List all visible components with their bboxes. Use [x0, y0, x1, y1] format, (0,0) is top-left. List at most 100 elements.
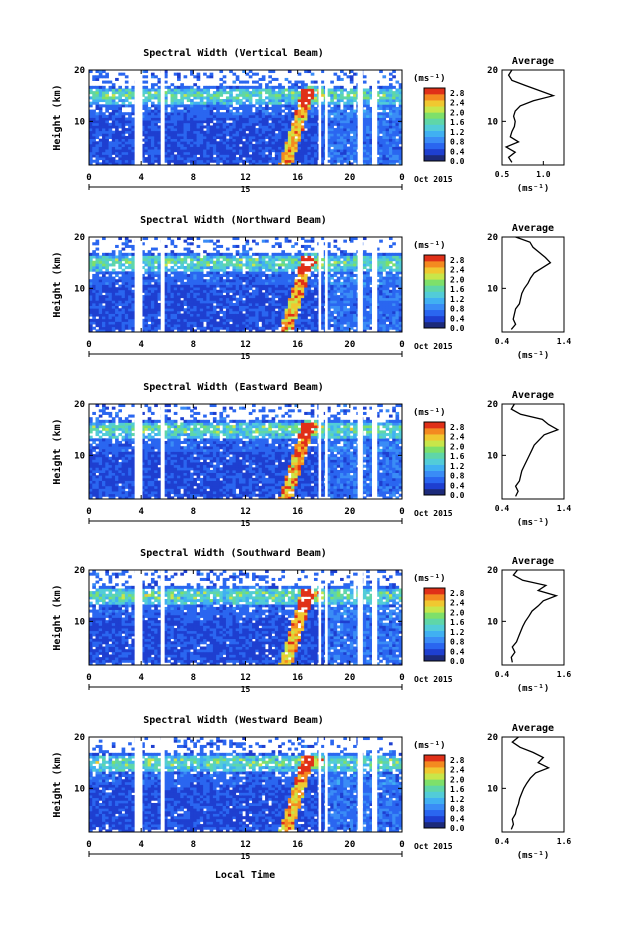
heatmap-cell	[346, 101, 351, 105]
heatmap-cell	[294, 266, 299, 270]
heatmap-cell	[297, 308, 302, 312]
heatmap-cell	[255, 80, 259, 84]
heatmap-cell	[294, 99, 299, 103]
heatmap-cell	[212, 138, 217, 142]
heatmap-cell	[320, 114, 325, 118]
heatmap-cell	[265, 252, 269, 256]
heatmap-cell	[95, 125, 100, 129]
heatmap-cell	[245, 88, 250, 92]
heatmap-cell	[379, 70, 383, 74]
heatmap-cell	[199, 157, 204, 161]
heatmap-cell	[274, 318, 279, 322]
heatmap-cell	[98, 149, 103, 153]
heatmap-cell	[245, 324, 250, 328]
heatmap-cell	[92, 281, 96, 285]
heatmap-cell	[258, 125, 263, 129]
heatmap-cell	[203, 101, 207, 105]
heatmap-cell	[271, 125, 276, 129]
heatmap-cell	[330, 258, 334, 262]
heatmap-cell	[212, 99, 217, 103]
heatmap-cell	[327, 326, 331, 330]
heatmap-cell	[258, 289, 263, 293]
heatmap-cell	[297, 122, 302, 126]
heatmap-cell	[333, 135, 338, 140]
heatmap-cell	[115, 273, 119, 277]
heatmap-cell	[252, 151, 256, 155]
heatmap-cell	[173, 106, 178, 110]
heatmap-cell	[177, 308, 181, 312]
heatmap-cell	[206, 255, 211, 259]
heatmap-cell	[248, 101, 253, 105]
heatmap-cell	[131, 120, 136, 124]
heatmap-cell	[245, 316, 250, 320]
heatmap-cell	[284, 143, 289, 147]
heatmap-cell	[392, 93, 396, 97]
heatmap-cell	[271, 106, 276, 110]
heatmap-cell	[167, 114, 171, 118]
heatmap-cell	[229, 308, 233, 312]
heatmap-cell	[131, 260, 136, 264]
heatmap-cell	[248, 141, 253, 145]
heatmap-cell	[131, 252, 136, 256]
heatmap-cell	[105, 80, 109, 84]
heatmap-cell	[281, 308, 286, 312]
heatmap-cell	[379, 96, 383, 100]
heatmap-cell	[287, 99, 292, 103]
heatmap-cell	[144, 310, 149, 314]
heatmap-cell	[92, 130, 96, 134]
heatmap-cell	[163, 141, 168, 145]
heatmap-cell	[232, 120, 237, 124]
heatmap-cell	[297, 266, 302, 270]
heatmap-cell	[232, 154, 237, 158]
heatmap-cell	[216, 122, 220, 126]
heatmap-cell	[163, 122, 168, 126]
heatmap-cell	[196, 237, 201, 241]
heatmap-cell	[287, 239, 292, 243]
heatmap-cell	[258, 112, 263, 116]
heatmap-cell	[274, 93, 279, 97]
heatmap-cell	[265, 162, 269, 166]
heatmap-cell	[193, 295, 197, 299]
heatmap-cell	[170, 151, 175, 155]
heatmap-cell	[238, 258, 243, 262]
heatmap-cell	[173, 295, 178, 299]
heatmap-cell	[235, 292, 240, 296]
heatmap-cell	[255, 284, 259, 288]
heatmap-cell	[336, 138, 341, 142]
heatmap-cell	[300, 128, 305, 132]
heatmap-cell	[307, 151, 312, 155]
heatmap-cell	[180, 258, 184, 262]
heatmap-cell	[98, 292, 103, 296]
heatmap-cell	[238, 99, 243, 103]
heatmap-cell	[300, 117, 305, 121]
heatmap-cell	[170, 99, 175, 103]
heatmap-cell	[163, 271, 168, 275]
heatmap-cell	[310, 279, 315, 283]
heatmap-cell	[320, 130, 325, 134]
heatmap-cell	[199, 88, 204, 92]
heatmap-cell	[212, 326, 217, 330]
heatmap-cell	[203, 300, 207, 304]
heatmap-cell	[278, 263, 282, 267]
heatmap-cell	[105, 135, 109, 140]
heatmap-cell	[287, 133, 292, 137]
heatmap-cell	[186, 266, 191, 270]
heatmap-cell	[95, 117, 100, 121]
heatmap-cell	[382, 101, 387, 105]
heatmap-cell	[304, 279, 308, 283]
heatmap-cell	[196, 258, 201, 262]
heatmap-cell	[271, 162, 276, 166]
heatmap-cell	[157, 281, 162, 285]
heatmap-cell	[245, 305, 250, 309]
heatmap-cell	[349, 138, 354, 142]
heatmap-cell	[281, 310, 286, 314]
heatmap-cell	[238, 310, 243, 314]
heatmap-cell	[265, 276, 269, 280]
heatmap-cell	[278, 297, 282, 301]
heatmap-cell	[252, 302, 256, 307]
heatmap-cell	[388, 91, 393, 95]
heatmap-cell	[271, 316, 276, 320]
heatmap-cell	[294, 316, 299, 320]
heatmap-cell	[212, 112, 217, 116]
heatmap-cell	[310, 133, 315, 137]
